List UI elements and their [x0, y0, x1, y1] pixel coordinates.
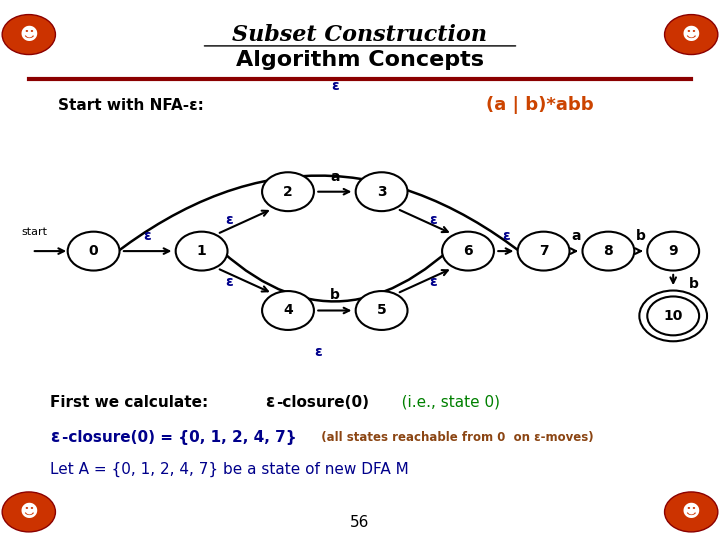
Circle shape: [647, 296, 699, 335]
Text: start: start: [22, 227, 48, 237]
Text: ε: ε: [225, 213, 233, 227]
Text: 56: 56: [351, 515, 369, 530]
Circle shape: [68, 232, 120, 271]
Circle shape: [262, 172, 314, 211]
Text: ε: ε: [144, 229, 151, 243]
Text: 8: 8: [603, 244, 613, 258]
Text: (all states reachable from 0  on ε-moves): (all states reachable from 0 on ε-moves): [313, 431, 594, 444]
Text: Start with NFA-ε:: Start with NFA-ε:: [58, 98, 204, 113]
Circle shape: [665, 15, 718, 55]
Text: ε: ε: [225, 275, 233, 289]
Text: 5: 5: [377, 303, 387, 318]
Text: a: a: [571, 229, 581, 243]
Text: ☻: ☻: [682, 25, 701, 44]
Text: ☻: ☻: [19, 503, 38, 521]
Circle shape: [665, 492, 718, 532]
Text: -closure(0) = {0, 1, 2, 4, 7}: -closure(0) = {0, 1, 2, 4, 7}: [62, 430, 297, 445]
Circle shape: [647, 232, 699, 271]
Circle shape: [442, 232, 494, 271]
Text: 1: 1: [197, 244, 207, 258]
Text: (a | b)*abb: (a | b)*abb: [486, 96, 594, 114]
Text: 10: 10: [664, 309, 683, 323]
Text: ☻: ☻: [682, 503, 701, 521]
Text: 7: 7: [539, 244, 549, 258]
Text: (i.e., state 0): (i.e., state 0): [387, 395, 500, 410]
Text: 9: 9: [668, 244, 678, 258]
Text: b: b: [688, 276, 698, 291]
Text: -closure(0): -closure(0): [276, 395, 369, 410]
Text: b: b: [330, 288, 340, 302]
Circle shape: [356, 291, 408, 330]
Text: First we calculate:: First we calculate:: [50, 395, 214, 410]
Text: ε: ε: [430, 275, 437, 289]
Text: 6: 6: [463, 244, 473, 258]
Circle shape: [262, 291, 314, 330]
Circle shape: [2, 15, 55, 55]
Text: b: b: [636, 229, 646, 243]
Text: ε: ε: [430, 213, 437, 227]
Text: ☻: ☻: [19, 25, 38, 44]
Text: ε: ε: [265, 393, 274, 411]
Text: ε: ε: [331, 79, 338, 93]
Circle shape: [356, 172, 408, 211]
Text: Subset Construction: Subset Construction: [233, 24, 487, 46]
Circle shape: [2, 492, 55, 532]
Circle shape: [582, 232, 634, 271]
Text: ε: ε: [502, 229, 510, 243]
Text: 0: 0: [89, 244, 99, 258]
Text: 4: 4: [283, 303, 293, 318]
Text: 2: 2: [283, 185, 293, 199]
Circle shape: [518, 232, 570, 271]
Text: 3: 3: [377, 185, 387, 199]
Circle shape: [176, 232, 228, 271]
Text: ε: ε: [315, 345, 323, 359]
Text: Algorithm Concepts: Algorithm Concepts: [236, 50, 484, 70]
Text: Let A = {0, 1, 2, 4, 7} be a state of new DFA M: Let A = {0, 1, 2, 4, 7} be a state of ne…: [50, 462, 409, 477]
Text: a: a: [330, 170, 340, 184]
Text: ε: ε: [50, 428, 60, 447]
